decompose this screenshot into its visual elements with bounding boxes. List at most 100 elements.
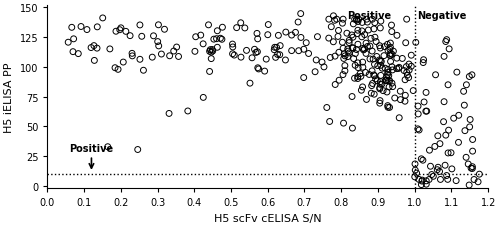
Point bbox=[241, 27, 249, 31]
Point bbox=[302, 42, 310, 45]
Point bbox=[444, 129, 452, 132]
Point bbox=[212, 38, 220, 41]
Point bbox=[272, 56, 280, 60]
Point bbox=[354, 18, 362, 22]
Point bbox=[468, 138, 476, 142]
Point bbox=[364, 45, 372, 49]
Point bbox=[436, 178, 444, 181]
Point bbox=[230, 54, 238, 58]
Point bbox=[447, 151, 455, 155]
Point bbox=[218, 26, 226, 30]
Point bbox=[292, 31, 300, 35]
Point bbox=[252, 51, 260, 55]
Point bbox=[184, 110, 192, 113]
Point bbox=[350, 18, 358, 22]
Point bbox=[360, 48, 368, 52]
Point bbox=[381, 67, 389, 71]
Point bbox=[422, 91, 430, 95]
Point bbox=[376, 45, 384, 48]
Point bbox=[148, 56, 156, 60]
Point bbox=[344, 56, 352, 59]
Point bbox=[368, 82, 376, 86]
Point bbox=[90, 44, 98, 48]
Point bbox=[462, 84, 470, 87]
Point bbox=[365, 73, 373, 77]
Point bbox=[349, 47, 357, 51]
Point bbox=[426, 165, 434, 168]
Point bbox=[196, 34, 204, 38]
Point bbox=[332, 18, 340, 22]
Point bbox=[300, 76, 308, 80]
Point bbox=[415, 178, 423, 181]
Point bbox=[274, 34, 282, 38]
Point bbox=[368, 84, 376, 88]
Point bbox=[376, 60, 384, 64]
Point bbox=[192, 36, 200, 39]
Point bbox=[228, 53, 236, 56]
Point bbox=[340, 53, 348, 56]
Point bbox=[396, 98, 404, 102]
Point bbox=[304, 52, 312, 56]
Point bbox=[384, 106, 392, 110]
Point bbox=[444, 84, 452, 87]
Point bbox=[370, 74, 378, 77]
Point bbox=[294, 50, 302, 53]
Point bbox=[430, 175, 438, 178]
Point bbox=[377, 74, 385, 78]
Point bbox=[384, 73, 392, 77]
Point bbox=[339, 47, 347, 51]
Point bbox=[460, 90, 468, 94]
Point bbox=[330, 19, 338, 23]
Point bbox=[343, 32, 351, 36]
Point bbox=[350, 77, 358, 81]
Point bbox=[448, 167, 456, 171]
Point bbox=[208, 49, 216, 52]
Point bbox=[356, 72, 364, 76]
Point bbox=[378, 60, 386, 64]
Point bbox=[444, 178, 452, 181]
Point bbox=[334, 30, 342, 33]
Point bbox=[442, 40, 450, 44]
Point bbox=[354, 29, 362, 33]
Point bbox=[374, 64, 382, 68]
Point bbox=[382, 79, 390, 83]
Point bbox=[444, 151, 452, 155]
Point bbox=[386, 60, 394, 64]
Point bbox=[253, 32, 261, 36]
Point bbox=[420, 101, 428, 104]
Point bbox=[326, 56, 334, 60]
Point bbox=[388, 24, 396, 28]
Point bbox=[401, 79, 409, 82]
Point bbox=[401, 100, 409, 104]
Point bbox=[335, 79, 343, 83]
Point bbox=[358, 86, 366, 89]
Point bbox=[454, 141, 462, 145]
Point bbox=[262, 58, 270, 62]
Point bbox=[464, 163, 472, 166]
Point bbox=[374, 80, 382, 83]
Point bbox=[466, 118, 474, 122]
Point bbox=[380, 54, 388, 58]
Point bbox=[325, 37, 333, 41]
Point bbox=[358, 22, 366, 25]
Point bbox=[312, 59, 320, 62]
Point bbox=[388, 31, 396, 34]
Point bbox=[470, 178, 478, 182]
Point bbox=[90, 59, 98, 63]
Point bbox=[411, 175, 419, 179]
Point bbox=[335, 51, 343, 55]
Point bbox=[378, 67, 386, 71]
Point bbox=[436, 170, 444, 173]
Point bbox=[420, 59, 428, 62]
Point bbox=[377, 64, 385, 68]
Point bbox=[412, 168, 420, 172]
Point bbox=[454, 114, 462, 118]
Point bbox=[396, 90, 404, 94]
Point bbox=[376, 86, 384, 90]
Point bbox=[474, 180, 482, 184]
Point bbox=[207, 57, 215, 61]
Point bbox=[370, 93, 378, 96]
Point bbox=[237, 56, 245, 60]
Point bbox=[352, 52, 360, 56]
Point bbox=[320, 66, 328, 69]
